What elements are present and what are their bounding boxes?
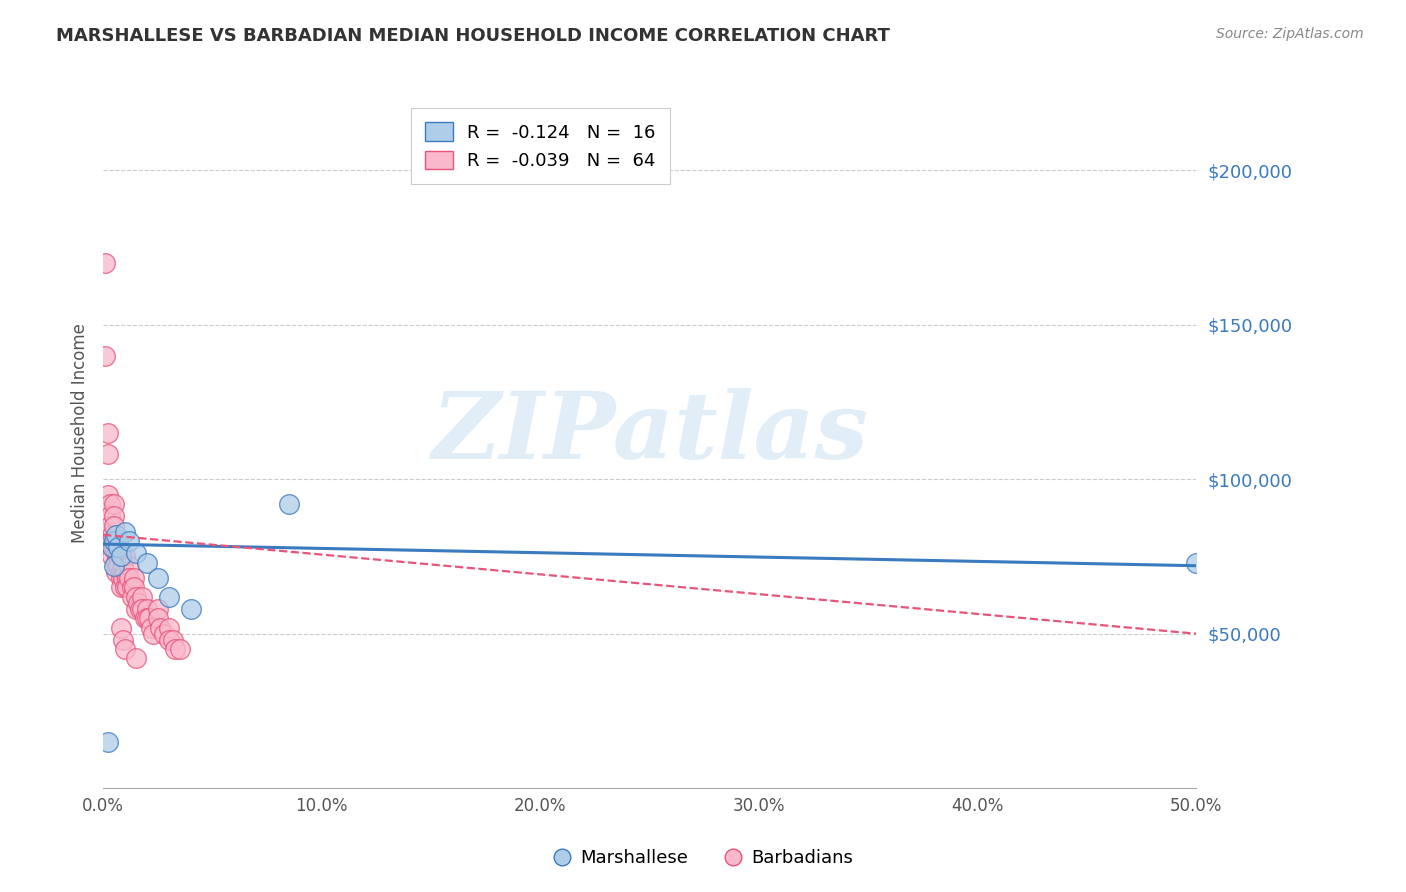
Point (180, 602, 202, 616)
Point (111, 571, 134, 585)
Point (114, 642, 136, 657)
Point (125, 602, 148, 616)
Point (157, 590, 180, 604)
Point (110, 565, 132, 579)
Point (110, 549, 132, 564)
Point (135, 556, 157, 570)
Legend: R =  -0.124   N =  16, R =  -0.039   N =  64: R = -0.124 N = 16, R = -0.039 N = 64 (411, 108, 669, 185)
Point (103, 518, 125, 533)
Point (146, 611, 169, 625)
Point (135, 602, 157, 616)
Point (107, 540, 129, 554)
Y-axis label: Median Household Income: Median Household Income (72, 323, 89, 542)
Point (125, 651, 148, 665)
Point (131, 602, 153, 616)
Point (134, 611, 156, 625)
Point (110, 571, 132, 585)
Point (105, 556, 128, 570)
Point (103, 509, 125, 524)
Point (118, 533, 141, 548)
Point (107, 549, 129, 564)
Point (125, 546, 148, 560)
Point (118, 571, 141, 585)
Point (129, 602, 152, 616)
Point (165, 642, 187, 657)
Point (101, 533, 124, 548)
Point (105, 565, 128, 579)
Point (94, 256, 117, 270)
Point (146, 571, 169, 585)
Point (118, 558, 141, 573)
Text: Source: ZipAtlas.com: Source: ZipAtlas.com (1216, 27, 1364, 41)
Point (98, 497, 121, 511)
Point (103, 497, 125, 511)
Point (107, 558, 129, 573)
Point (127, 596, 149, 610)
Point (153, 626, 176, 640)
Point (149, 621, 172, 635)
Point (94, 349, 117, 363)
Legend: Marshallese, Barbadians: Marshallese, Barbadians (546, 842, 860, 874)
Point (138, 611, 160, 625)
Point (142, 626, 165, 640)
Point (122, 571, 145, 585)
Point (98, 509, 121, 524)
Point (96, 488, 118, 502)
Point (121, 580, 143, 594)
Point (146, 602, 169, 616)
Point (96, 735, 118, 749)
Point (98, 518, 121, 533)
Point (114, 549, 136, 564)
Point (96, 425, 118, 440)
Point (105, 528, 128, 542)
Point (101, 549, 124, 564)
Point (125, 590, 148, 604)
Point (103, 558, 125, 573)
Point (135, 611, 157, 625)
Point (114, 580, 136, 594)
Point (105, 546, 128, 560)
Point (141, 621, 163, 635)
Point (169, 642, 191, 657)
Point (111, 632, 134, 647)
Point (157, 621, 180, 635)
Point (103, 540, 125, 554)
Text: MARSHALLESE VS BARBADIAN MEDIAN HOUSEHOLD INCOME CORRELATION CHART: MARSHALLESE VS BARBADIAN MEDIAN HOUSEHOL… (56, 27, 890, 45)
Point (107, 533, 129, 548)
Point (103, 533, 125, 548)
Point (111, 558, 134, 573)
Point (122, 580, 145, 594)
Point (110, 621, 132, 635)
Point (115, 580, 138, 594)
Point (114, 565, 136, 579)
Point (131, 590, 153, 604)
Point (157, 632, 180, 647)
Point (101, 540, 124, 554)
Point (278, 497, 301, 511)
Point (103, 533, 125, 548)
Point (1185, 556, 1208, 570)
Point (96, 447, 118, 461)
Point (114, 524, 136, 539)
Point (115, 571, 138, 585)
Point (110, 580, 132, 594)
Point (162, 632, 184, 647)
Point (101, 528, 124, 542)
Point (101, 540, 124, 554)
Point (121, 590, 143, 604)
Text: ZIPatlas: ZIPatlas (432, 388, 869, 478)
